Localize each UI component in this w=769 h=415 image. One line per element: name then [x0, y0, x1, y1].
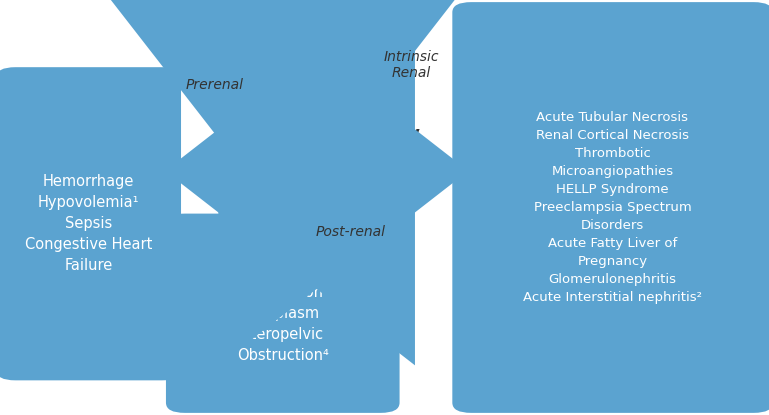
Text: Etiologies: Etiologies — [271, 144, 370, 162]
FancyBboxPatch shape — [166, 214, 400, 413]
FancyBboxPatch shape — [0, 67, 181, 380]
Text: Intrinsic
Renal: Intrinsic Renal — [383, 50, 438, 80]
Text: Mechanical
Obstruction³
Neoplasm
Uteropelvic
Obstruction⁴: Mechanical Obstruction³ Neoplasm Uterope… — [237, 264, 328, 363]
Text: Acute Tubular Necrosis
Renal Cortical Necrosis
Thrombotic
Microangiopathies
HELL: Acute Tubular Necrosis Renal Cortical Ne… — [523, 111, 702, 304]
Text: Prerenal: Prerenal — [186, 78, 244, 93]
Text: Acute Kidney Injury: Acute Kidney Injury — [221, 125, 420, 143]
Text: Hemorrhage
Hypovolemia¹
Sepsis
Congestive Heart
Failure: Hemorrhage Hypovolemia¹ Sepsis Congestiv… — [25, 174, 152, 273]
Text: Post-renal: Post-renal — [315, 225, 385, 239]
Text: Pregnancy related: Pregnancy related — [228, 106, 414, 124]
FancyBboxPatch shape — [452, 2, 769, 413]
